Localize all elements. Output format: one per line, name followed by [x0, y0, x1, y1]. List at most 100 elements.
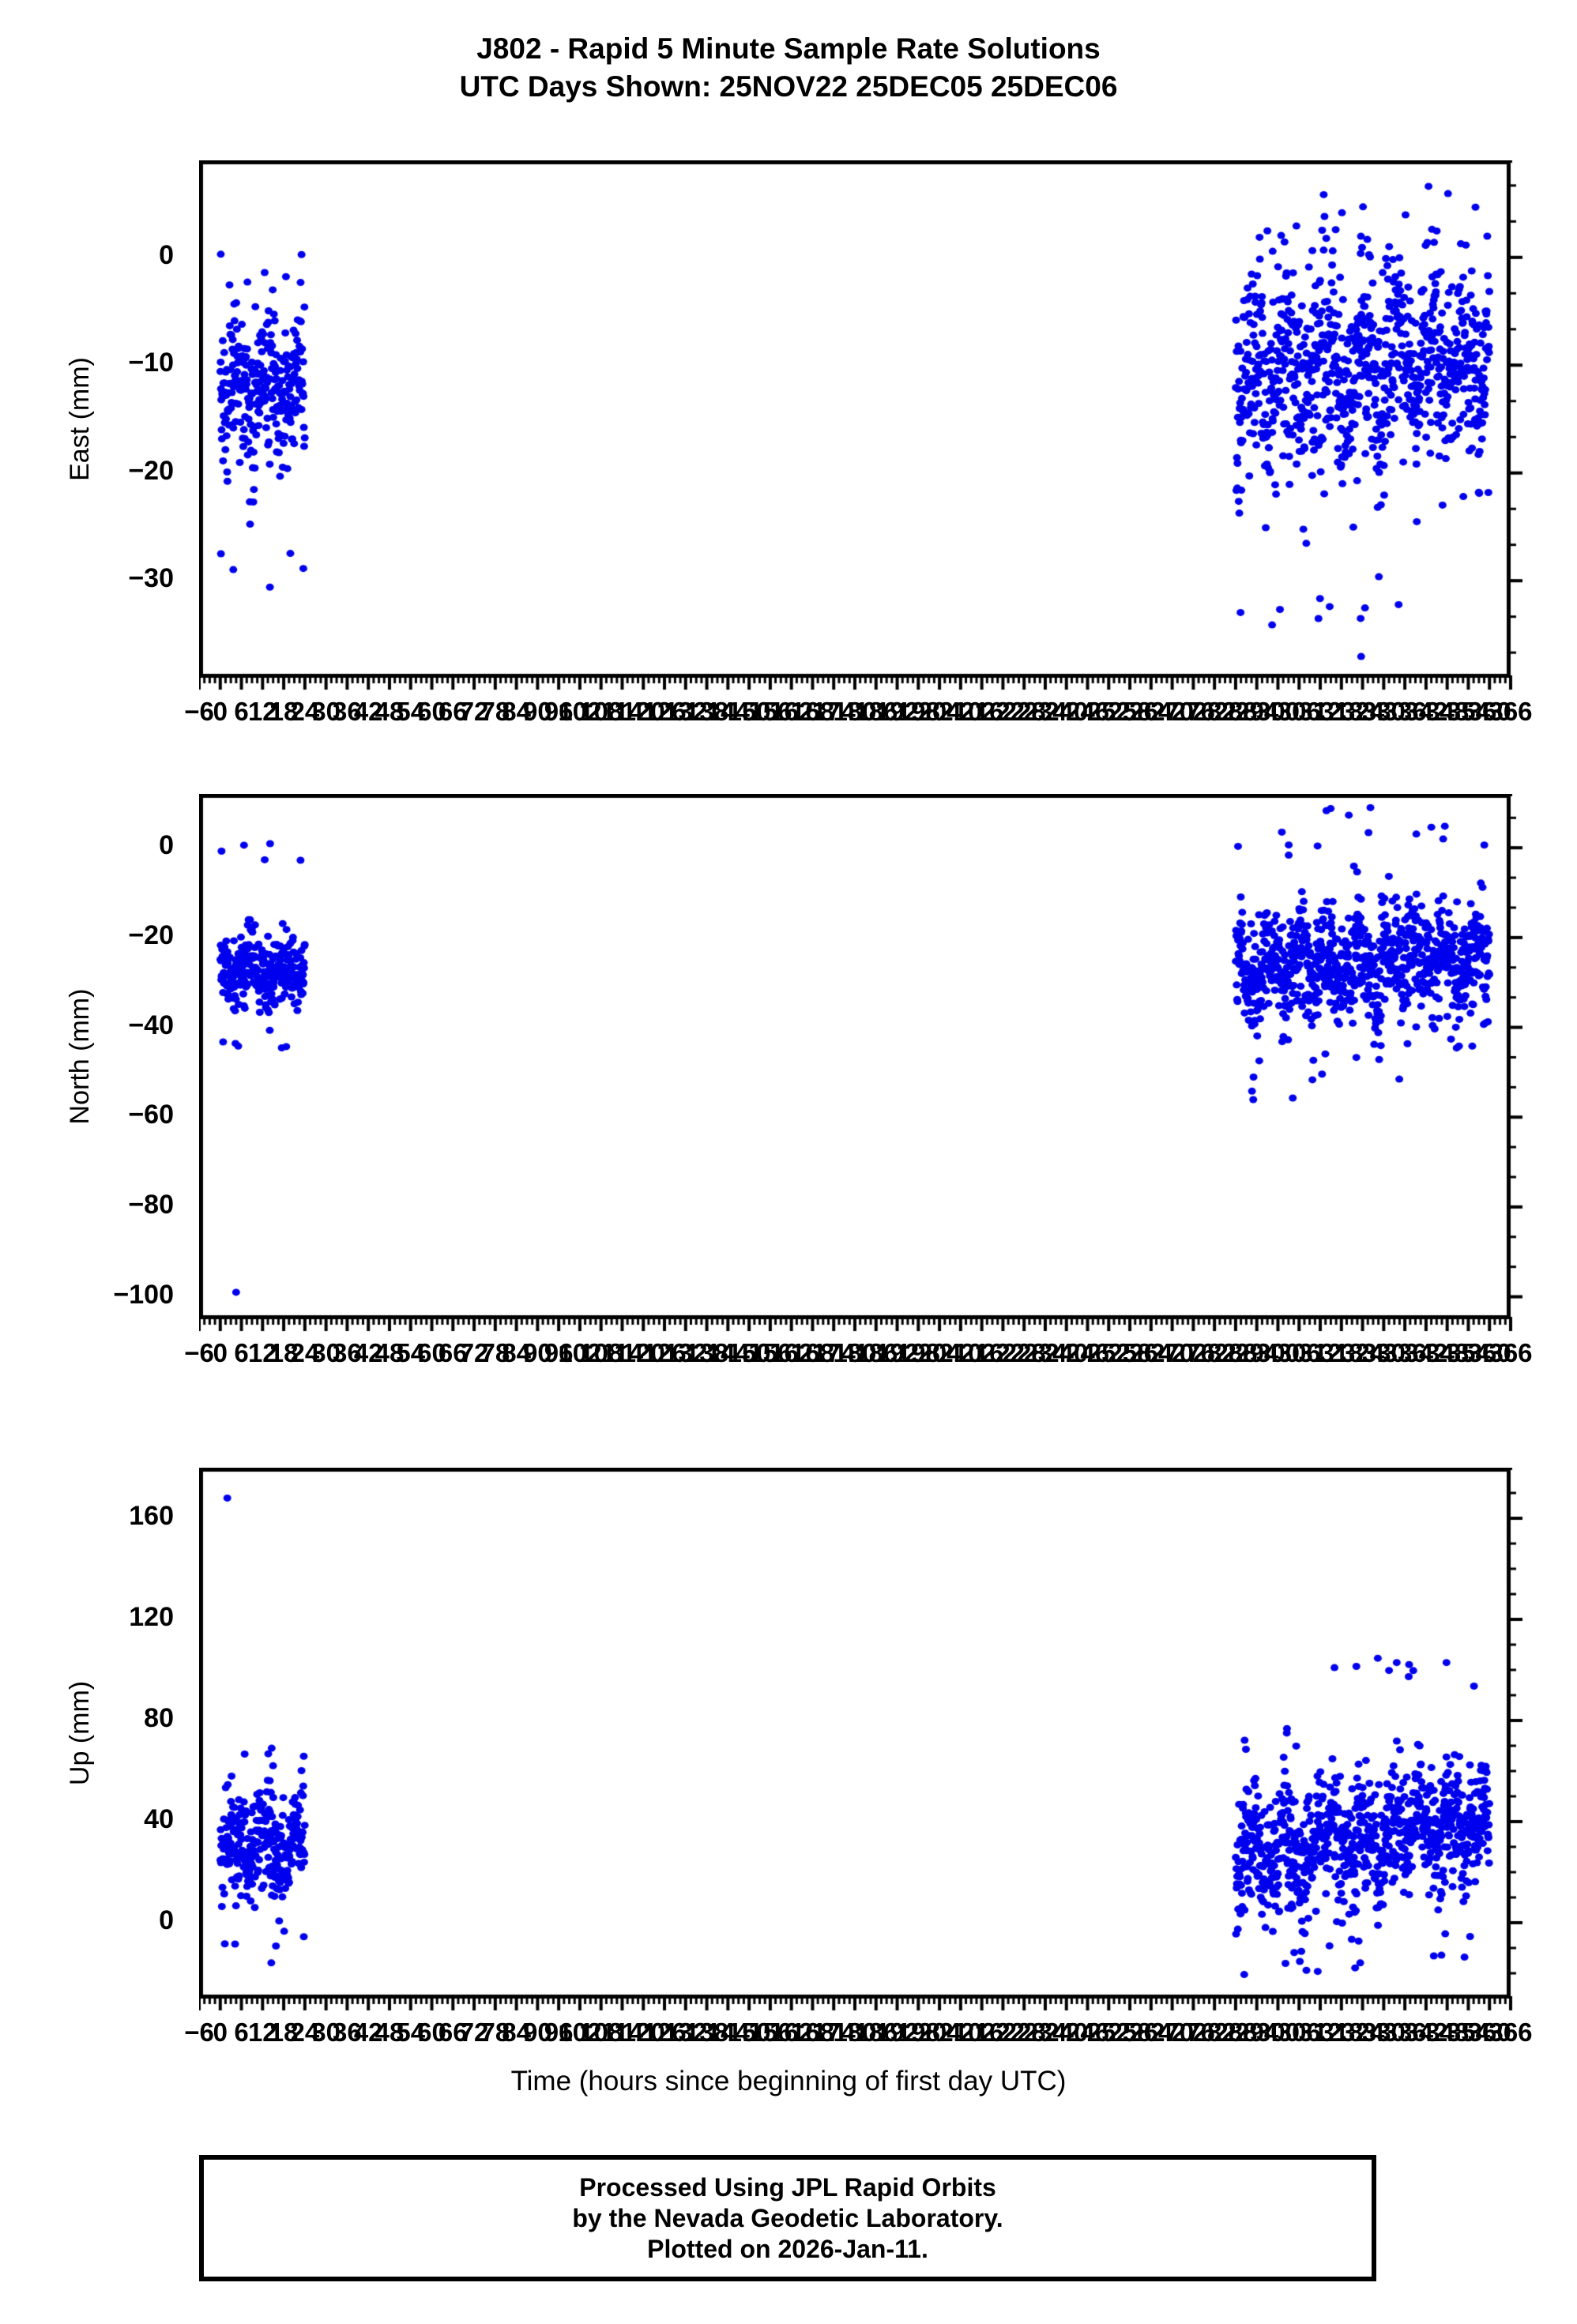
x-tick-label-north-16: 90: [523, 1338, 552, 1367]
x-tick-label-east-8: 42: [353, 697, 383, 726]
y-tick-label-north-5: −100: [113, 1279, 174, 1310]
x-tick-label-up-40: 234: [1023, 2018, 1067, 2047]
x-tick-label-east-12: 66: [438, 697, 468, 726]
x-tick-label-up-38: 222: [980, 2018, 1025, 2047]
x-tick-label-east-37: 216: [960, 697, 1004, 726]
x-tick-label-up-42: 246: [1065, 2018, 1110, 2047]
x-tick-label-north-12: 66: [438, 1338, 468, 1367]
x-tick-label-north-27: 156: [748, 1338, 792, 1367]
y-axis-title-up: Up (mm): [65, 1680, 95, 1786]
x-tick-label-north-31: 180: [833, 1338, 877, 1367]
x-tick-label-east-47: 276: [1171, 697, 1215, 726]
x-tick-label-east-38: 222: [980, 697, 1025, 726]
plot-canvas-north: [199, 794, 1574, 1382]
x-tick-label-up-35: 204: [917, 2018, 962, 2047]
x-tick-label-north-5: 24: [290, 1338, 320, 1367]
x-tick-label-east-43: 252: [1086, 697, 1131, 726]
x-tick-label-north-26: 150: [727, 1338, 771, 1367]
x-tick-label-up-0: −6: [184, 2018, 214, 2047]
x-tick-label-up-50: 294: [1235, 2018, 1279, 2047]
x-tick-label-up-26: 150: [727, 2018, 771, 2047]
x-tick-label-east-0: −6: [184, 697, 214, 726]
y-tick-label-east-3: −30: [128, 563, 174, 594]
x-tick-label-east-4: 18: [269, 697, 299, 726]
x-tick-label-north-62: 366: [1489, 1338, 1533, 1367]
x-tick-label-up-32: 186: [854, 2018, 898, 2047]
x-tick-label-up-11: 60: [417, 2018, 446, 2047]
x-tick-label-north-25: 144: [706, 1338, 750, 1367]
x-tick-label-east-18: 102: [558, 697, 602, 726]
x-tick-label-north-34: 198: [896, 1338, 940, 1367]
x-tick-label-north-30: 174: [811, 1338, 856, 1367]
x-tick-label-up-62: 366: [1489, 2018, 1533, 2047]
x-tick-label-north-29: 168: [790, 1338, 834, 1367]
x-tick-label-up-12: 66: [438, 2018, 468, 2047]
x-tick-label-up-33: 192: [875, 2018, 920, 2047]
x-tick-label-east-3: 12: [247, 697, 277, 726]
y-axis-title-north: North (mm): [65, 988, 95, 1125]
x-tick-label-up-27: 156: [748, 2018, 792, 2047]
x-tick-label-north-17: 96: [544, 1338, 574, 1367]
y-tick-label-east-2: −20: [128, 455, 174, 486]
x-tick-label-east-24: 138: [685, 697, 729, 726]
x-tick-label-east-61: 360: [1467, 697, 1511, 726]
x-tick-label-up-21: 120: [621, 2018, 665, 2047]
y-tick-label-up-4: 160: [129, 1501, 174, 1531]
x-tick-label-up-45: 264: [1129, 2018, 1173, 2047]
x-tick-label-up-15: 84: [502, 2018, 531, 2047]
x-tick-label-east-58: 342: [1404, 697, 1448, 726]
x-tick-label-up-39: 228: [1002, 2018, 1046, 2047]
x-tick-label-north-13: 72: [459, 1338, 489, 1367]
x-tick-label-north-51: 300: [1255, 1338, 1300, 1367]
x-tick-label-up-16: 90: [523, 2018, 552, 2047]
x-tick-label-east-1: 0: [213, 697, 228, 726]
x-tick-label-east-15: 84: [502, 697, 531, 726]
x-tick-label-up-41: 240: [1044, 2018, 1089, 2047]
x-tick-label-up-60: 354: [1446, 2018, 1490, 2047]
x-tick-label-east-46: 270: [1150, 697, 1195, 726]
x-tick-label-east-39: 228: [1002, 697, 1046, 726]
x-tick-label-east-23: 132: [664, 697, 708, 726]
x-tick-label-up-43: 252: [1086, 2018, 1131, 2047]
x-tick-label-up-8: 42: [353, 2018, 383, 2047]
title-line-1: J802 - Rapid 5 Minute Sample Rate Soluti…: [476, 32, 1101, 65]
x-tick-label-east-50: 294: [1235, 697, 1279, 726]
x-tick-label-north-4: 18: [269, 1338, 299, 1367]
x-tick-label-east-7: 36: [333, 697, 362, 726]
x-tick-label-east-51: 300: [1255, 697, 1300, 726]
x-tick-label-east-33: 192: [875, 697, 920, 726]
x-tick-label-north-47: 276: [1171, 1338, 1215, 1367]
x-tick-label-north-58: 342: [1404, 1338, 1448, 1367]
x-tick-label-east-21: 120: [621, 697, 665, 726]
x-tick-label-north-46: 270: [1150, 1338, 1195, 1367]
y-axis-title-east: East (mm): [65, 357, 95, 481]
x-tick-label-east-9: 48: [374, 697, 405, 726]
x-tick-label-north-42: 246: [1065, 1338, 1110, 1367]
x-tick-label-east-30: 174: [811, 697, 856, 726]
x-tick-label-up-36: 210: [939, 2018, 983, 2047]
y-tick-label-up-1: 40: [144, 1804, 174, 1834]
x-tick-label-east-36: 210: [939, 697, 983, 726]
x-tick-label-north-53: 312: [1298, 1338, 1342, 1367]
x-tick-label-east-13: 72: [459, 697, 489, 726]
x-tick-label-east-16: 90: [523, 697, 552, 726]
x-tick-label-east-31: 180: [833, 697, 877, 726]
y-tick-label-up-2: 80: [144, 1703, 174, 1733]
y-tick-label-north-4: −80: [128, 1189, 174, 1220]
footer-line-2: by the Nevada Geodetic Laboratory.: [572, 2204, 1003, 2232]
x-tick-label-north-52: 306: [1277, 1338, 1321, 1367]
x-tick-label-north-24: 138: [685, 1338, 729, 1367]
x-tick-label-north-14: 78: [480, 1338, 510, 1367]
x-tick-label-north-33: 192: [875, 1338, 920, 1367]
x-tick-label-north-19: 108: [579, 1338, 623, 1367]
x-tick-label-north-6: 30: [311, 1338, 341, 1367]
x-tick-label-up-4: 18: [269, 2018, 299, 2047]
footer-box: Processed Using JPL Rapid Orbits by the …: [199, 2155, 1376, 2281]
x-axis-title: Time (hours since beginning of first day…: [510, 2066, 1067, 2096]
x-tick-label-north-28: 162: [770, 1338, 814, 1367]
x-tick-label-east-44: 258: [1108, 697, 1152, 726]
x-tick-label-east-29: 168: [790, 697, 834, 726]
x-tick-label-north-23: 132: [664, 1338, 708, 1367]
x-tick-label-east-49: 288: [1214, 697, 1258, 726]
